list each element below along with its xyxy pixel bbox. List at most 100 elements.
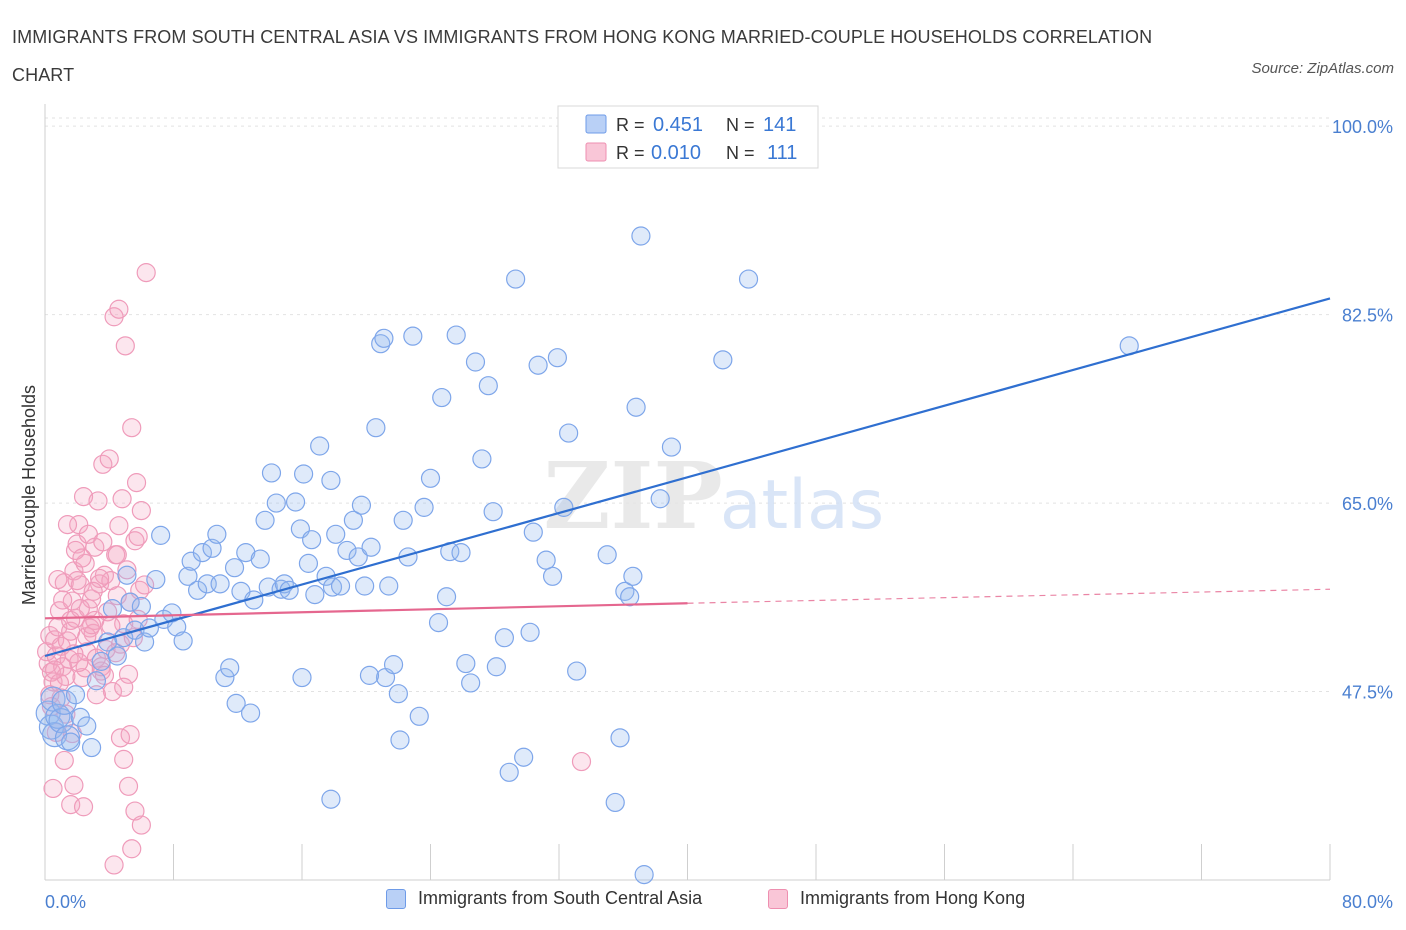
point-south-central-asia-109 (536, 550, 556, 570)
axes (44, 104, 1331, 881)
x-tick-label-min: 0.0% (45, 892, 86, 912)
point-south-central-asia-61 (292, 667, 312, 688)
point-south-central-asia-68 (337, 540, 357, 561)
point-south-central-asia-114 (567, 661, 587, 681)
point-south-central-asia-117 (610, 728, 630, 748)
point-hong-kong-90 (83, 581, 103, 601)
y-tick-label-2: 82.5% (1342, 306, 1393, 326)
point-hong-kong-73 (64, 775, 84, 795)
grid-lines (45, 117, 1330, 693)
point-south-central-asia-37 (207, 524, 227, 544)
point-hong-kong-49 (115, 336, 135, 356)
watermark: ZIP atlas (543, 442, 884, 550)
point-south-central-asia-42 (226, 693, 246, 713)
point-south-central-asia-99 (478, 376, 498, 396)
point-south-central-asia-120 (623, 566, 643, 586)
point-hong-kong-105 (107, 545, 127, 565)
point-hong-kong-109 (69, 652, 89, 673)
point-south-central-asia-127 (738, 269, 759, 289)
point-south-central-asia-40 (220, 658, 240, 678)
point-south-central-asia-67 (330, 576, 351, 596)
point-south-central-asia-25 (146, 569, 166, 590)
point-hong-kong-98 (67, 571, 87, 591)
point-hong-kong-47 (112, 489, 132, 509)
point-south-central-asia-116 (605, 792, 625, 813)
point-south-central-asia-38 (210, 574, 230, 594)
trend-line-hong-kong-extension (687, 588, 1331, 604)
point-south-central-asia-111 (547, 348, 567, 368)
point-south-central-asia-39 (215, 667, 235, 688)
point-hong-kong-39 (99, 449, 119, 469)
point-hong-kong-63 (118, 776, 139, 796)
point-south-central-asia-129 (321, 789, 341, 809)
point-south-central-asia-80 (359, 665, 380, 685)
point-south-central-asia-105 (514, 747, 534, 767)
x-tick-label-max: 80.0% (1342, 892, 1393, 912)
point-south-central-asia-34 (192, 543, 213, 563)
point-hong-kong-70 (43, 778, 63, 799)
legend-swatch-south-central-asia (386, 888, 406, 909)
point-hong-kong-94 (114, 677, 134, 697)
legend-n-value-1: 141 (763, 114, 796, 136)
point-hong-kong-107 (134, 575, 155, 595)
point-south-central-asia-70 (348, 547, 368, 567)
point-south-central-asia-66 (326, 524, 346, 544)
point-hong-kong-50 (117, 560, 137, 580)
point-south-central-asia-115 (597, 545, 617, 565)
point-south-central-asia-108 (528, 355, 548, 375)
point-hong-kong-76 (53, 590, 73, 610)
point-hong-kong-93 (106, 643, 126, 663)
point-hong-kong-85 (61, 610, 81, 631)
point-south-central-asia-107 (523, 522, 543, 542)
y-tick-label-3: 100.0% (1332, 117, 1393, 137)
point-south-central-asia-19 (117, 565, 137, 585)
legend-swatch-blue (585, 114, 607, 134)
legend-swatch-hong-kong (768, 888, 788, 909)
point-south-central-asia-51 (266, 493, 286, 513)
point-hong-kong-99 (72, 548, 92, 568)
trend-line-south-central-asia (44, 297, 1331, 658)
point-south-central-asia-64 (321, 470, 341, 491)
point-south-central-asia-126 (713, 350, 733, 370)
point-hong-kong-20 (69, 515, 89, 535)
source-credit: Source: ZipAtlas.com (1251, 60, 1394, 77)
point-south-central-asia-76 (374, 328, 394, 348)
point-south-central-asia-16 (102, 599, 123, 619)
point-south-central-asia-100 (483, 502, 503, 522)
point-south-central-asia-48 (255, 510, 275, 530)
point-south-central-asia-84 (403, 326, 423, 346)
legend-label-hong-kong: Immigrants from Hong Kong (800, 888, 1026, 908)
point-south-central-asia-45 (241, 703, 261, 723)
point-south-central-asia-123 (634, 865, 654, 885)
point-south-central-asia-87 (414, 497, 434, 517)
point-south-central-asia-122 (631, 226, 651, 246)
point-south-central-asia-26 (151, 525, 171, 545)
trend-line-hong-kong (44, 602, 688, 620)
point-hong-kong-32 (88, 491, 108, 511)
point-hong-kong-100 (81, 615, 102, 635)
point-south-central-asia-14 (91, 651, 111, 671)
point-south-central-asia-60 (305, 585, 325, 605)
point-south-central-asia-95 (456, 653, 476, 674)
legend-r-label-2: R = (616, 143, 645, 163)
point-south-central-asia-119 (620, 587, 640, 607)
point-hong-kong-71 (54, 750, 74, 771)
point-hong-kong-108 (571, 751, 592, 772)
point-hong-kong-24 (75, 553, 95, 573)
point-south-central-asia-104 (506, 269, 526, 289)
point-south-central-asia-79 (383, 655, 404, 675)
point-south-central-asia-90 (432, 387, 452, 408)
point-south-central-asia-106 (520, 622, 540, 642)
point-hong-kong-75 (86, 685, 107, 705)
point-hong-kong-79 (65, 540, 86, 561)
legend-r-label-1: R = (616, 115, 645, 135)
point-south-central-asia-55 (285, 492, 306, 512)
point-south-central-asia-124 (650, 489, 670, 509)
point-south-central-asia-22 (131, 596, 151, 617)
series-south-central-asia-points (35, 226, 1139, 885)
point-south-central-asia-50 (261, 463, 282, 483)
watermark-atlas: atlas (720, 466, 884, 545)
point-hong-kong-61 (136, 263, 156, 283)
point-south-central-asia-82 (393, 510, 413, 530)
legend-item-south-central-asia: Immigrants from South Central Asia (386, 888, 702, 909)
